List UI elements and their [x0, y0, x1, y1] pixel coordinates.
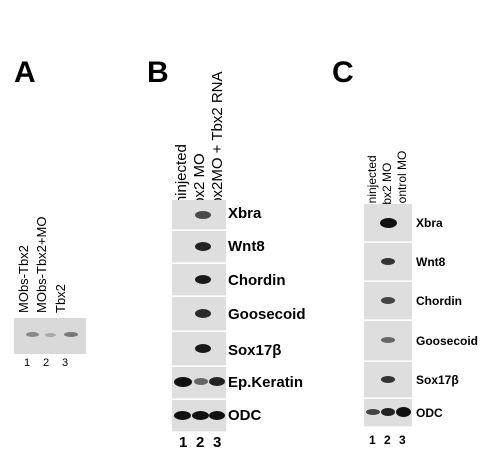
panel-a-lane-number-2: 2 [43, 357, 50, 369]
panel-b-gene-wnt8: Wnt8 [228, 238, 265, 255]
panel-b-lane-label-3: Tbx2MO + Tbx2 RNA [209, 71, 226, 215]
panel-c-band [381, 258, 395, 265]
panel-c-gene-xbra: Xbra [416, 216, 443, 230]
panel-c-lane-label-3: Control MO [395, 150, 409, 212]
panel-b-band [195, 344, 211, 353]
panel-a-lane-number-1: 1 [24, 357, 31, 369]
panel-c-band [366, 409, 380, 415]
panel-a-band-1 [26, 332, 39, 337]
panel-b-strip-xbra [172, 200, 226, 230]
panel-c-strip-sox17b [364, 362, 412, 398]
panel-c-band [381, 376, 395, 383]
panel-c-strip-wnt8 [364, 243, 412, 281]
panel-c-strip-goosecoid [364, 321, 412, 361]
panel-b-gene-goosecoid: Goosecoid [228, 306, 306, 323]
panel-a-letter: A [14, 56, 36, 89]
panel-b-strip-goosecoid [172, 297, 226, 331]
panel-c-gene-sox17b: Sox17β [416, 373, 459, 387]
panel-c-band [396, 407, 411, 417]
panel-b-gene-sox17b: Sox17β [228, 342, 282, 359]
panel-a-lane-label-3: Tbx2 [53, 284, 68, 313]
panel-c-strip-odc [364, 399, 412, 427]
panel-c-gene-chordin: Chordin [416, 294, 462, 308]
panel-a-lane-label-1: MObs-Tbx2 [16, 245, 31, 313]
panel-b-strip-epkeratin [172, 367, 226, 399]
panel-c-band [381, 337, 395, 343]
panel-c-band [381, 297, 395, 304]
panel-b-strip-odc [172, 400, 226, 432]
panel-b-gene-xbra: Xbra [228, 205, 262, 222]
panel-b-gene-chordin: Chordin [228, 272, 286, 289]
panel-b-band [174, 411, 191, 420]
panel-b-band [195, 242, 211, 251]
panel-a-lane-label-2: MObs-Tbx2+MO [34, 216, 49, 313]
panel-c-gene-odc: ODC [416, 406, 443, 420]
panel-b-gene-epkeratin: Ep.Keratin [228, 374, 304, 391]
panel-c-lane-number-3: 3 [399, 433, 406, 447]
panel-b-gene-odc: ODC [228, 407, 262, 424]
panel-b-letter: B [147, 56, 169, 89]
panel-c-lane-number-1: 1 [369, 433, 376, 447]
panel-b-band [209, 377, 225, 386]
panel-b-band [195, 309, 211, 318]
panel-a-band-3 [64, 332, 78, 337]
panel-b-band [194, 378, 208, 385]
panel-b-band [192, 411, 209, 420]
panel-c-letter: C [332, 56, 354, 89]
panel-b-band [195, 211, 211, 219]
panel-b-strip-chordin [172, 264, 226, 296]
panel-b-strip-sox17b [172, 332, 226, 366]
panel-c-gene-goosecoid: Goosecoid [416, 334, 479, 348]
panel-b-lane-number-3: 3 [213, 434, 222, 451]
panel-b-lane-number-1: 1 [179, 434, 188, 451]
panel-a-band-2 [45, 333, 56, 337]
panel-c-band [381, 408, 395, 416]
panel-b-band [209, 411, 225, 420]
panel-a-blot [14, 318, 86, 354]
panel-b-lane-number-2: 2 [196, 434, 205, 451]
panel-c-band [380, 218, 397, 228]
panel-b-band [195, 275, 211, 284]
panel-b-strip-wnt8 [172, 231, 226, 263]
panel-b-band [174, 377, 192, 387]
panel-c-strip-xbra [364, 204, 412, 242]
panel-c-lane-number-2: 2 [384, 433, 391, 447]
panel-c-strip-chordin [364, 282, 412, 320]
panel-a-lane-number-3: 3 [62, 357, 69, 369]
panel-c-gene-wnt8: Wnt8 [416, 255, 446, 269]
